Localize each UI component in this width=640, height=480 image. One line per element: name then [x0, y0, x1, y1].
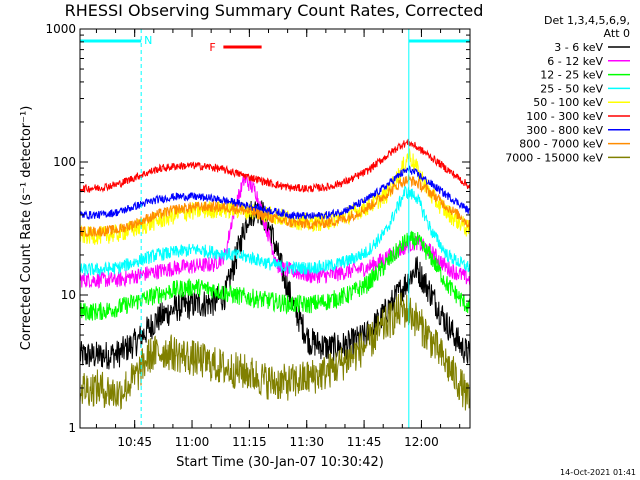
series-line-800-7000-kev [79, 174, 471, 238]
y-axis-label: Corrected Count Rate (s⁻¹ detector⁻¹) [19, 106, 34, 351]
x-tick-label: 10:45 [117, 435, 152, 449]
y-tick-label: 100 [53, 155, 76, 169]
series-line-7000-15000-kev [79, 292, 471, 411]
y-tick-label: 1 [68, 421, 76, 435]
plot-frame [79, 28, 471, 429]
legend-header-line-2: Att 0 [604, 27, 630, 40]
plot-series [79, 138, 471, 411]
x-tick-label: 11:00 [175, 435, 210, 449]
series-line-25-50-kev [79, 185, 471, 277]
legend-label: 7000 - 15000 keV [505, 151, 603, 164]
x-axis-label: Start Time (30-Jan-07 10:30:42) [176, 455, 384, 470]
x-tick-label: 12:00 [404, 435, 439, 449]
timestamp: 14-Oct-2021 01:41 [560, 468, 636, 477]
legend-label: 25 - 50 keV [540, 82, 603, 95]
legend-label: 800 - 7000 keV [519, 138, 603, 151]
x-tick-label: 11:45 [347, 435, 382, 449]
series-line-100-300-kev [79, 138, 471, 193]
legend-header-line-1: Det 1,3,4,5,6,9, [544, 14, 630, 27]
legend-label: 12 - 25 keV [540, 69, 603, 82]
series-line-6-12-kev [79, 174, 471, 289]
x-tick-label: 11:15 [232, 435, 267, 449]
series-line-300-800-kev [79, 164, 471, 221]
y-tick-label: 1000 [45, 22, 76, 36]
y-tick-label: 10 [61, 288, 76, 302]
legend-label: 300 - 800 keV [526, 124, 603, 137]
series-line-3-6-kev [79, 200, 471, 370]
legend-label: 3 - 6 keV [554, 41, 603, 54]
flare-bar-label: F [209, 41, 215, 54]
x-tick-label: 11:30 [289, 435, 324, 449]
legend-label: 100 - 300 keV [526, 110, 603, 123]
plot-axes: 1 10 100 1000 10:45 11:00 11:15 11:30 11:45 12:00 [45, 22, 471, 449]
series-line-12-25-kev [79, 230, 471, 321]
night-bar-label: N [144, 34, 152, 47]
legend-label: 6 - 12 keV [547, 55, 603, 68]
chart-title: RHESSI Observing Summary Count Rates, Co… [65, 1, 484, 20]
legend-label: 50 - 100 keV [533, 96, 603, 109]
